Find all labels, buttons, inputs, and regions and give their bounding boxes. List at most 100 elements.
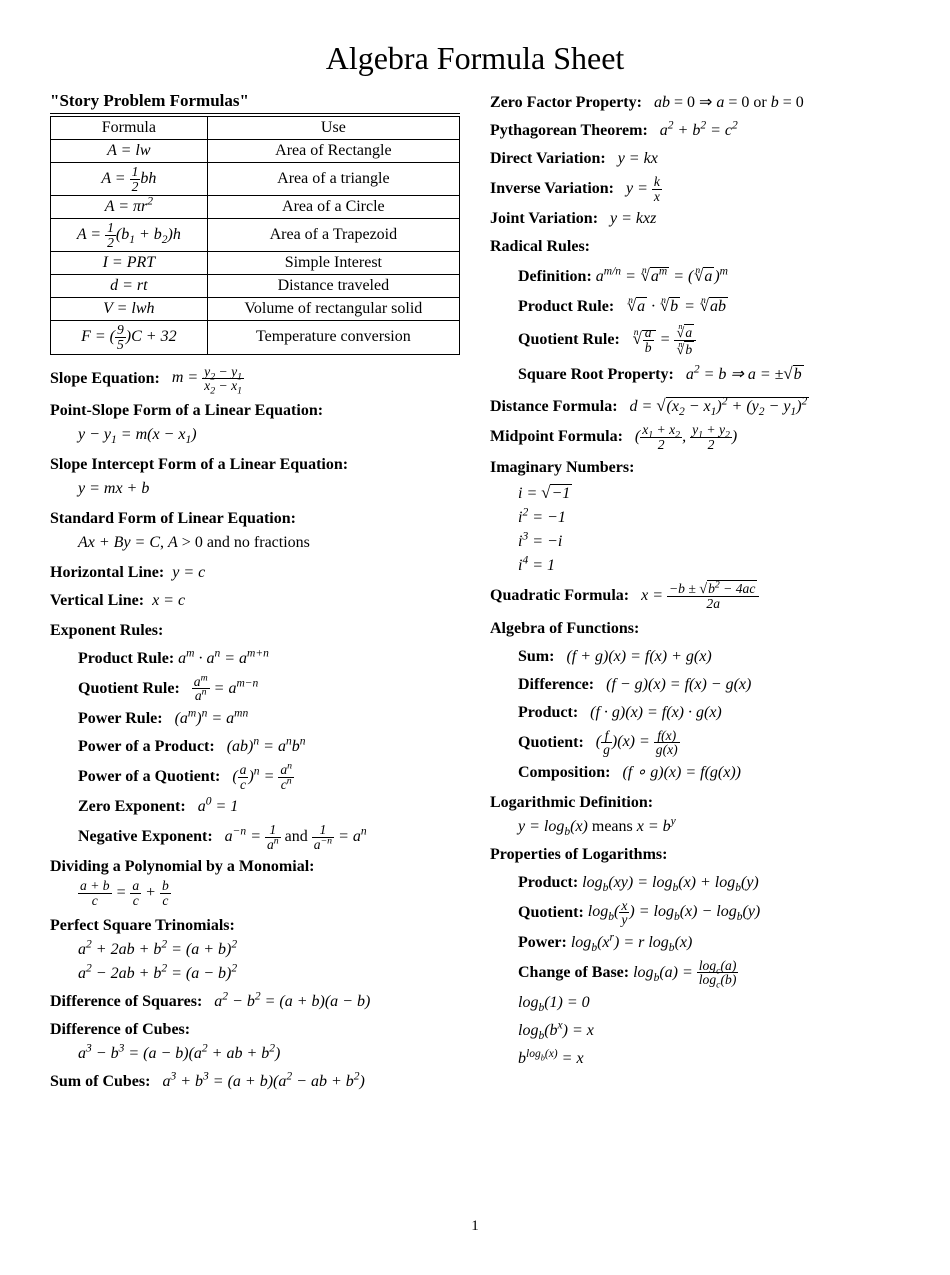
slope-int-formula: y = mx + b <box>78 477 460 501</box>
distance-formula: Distance Formula: d = √(x2 − x1)2 + (y2 … <box>490 393 900 419</box>
log-pow-label: Power: <box>518 934 567 951</box>
exp-quotient-formula: aman = am−n <box>192 680 259 697</box>
slope-intercept: Slope Intercept Form of a Linear Equatio… <box>50 453 460 501</box>
quad-label: Quadratic Formula: <box>490 587 629 604</box>
table-row: d = rtDistance traveled <box>51 275 460 298</box>
table-cell-formula: A = 12(b1 + b2)h <box>51 219 208 252</box>
log-prod-label: Product: <box>518 874 578 891</box>
algebra-of-functions: Algebra of Functions: Sum: (f + g)(x) = … <box>490 617 900 785</box>
zero-factor: Zero Factor Property: ab = 0 ⇒ a = 0 or … <box>490 91 900 115</box>
log-cob-formula: logb(a) = logc(a)logc(b) <box>633 964 738 981</box>
rad-quot-formula: n√ab = n√an√b <box>632 331 696 348</box>
rad-quot-label: Quotient Rule: <box>518 331 620 348</box>
exp-pquot-label: Power of a Quotient: <box>78 768 220 785</box>
exp-pprod-formula: (ab)n = anbn <box>227 738 306 755</box>
slope-eq-label: Slope Equation: <box>50 369 160 386</box>
table-cell-formula: A = 12bh <box>51 163 208 196</box>
af-prod-label: Product: <box>518 704 578 721</box>
table-cell-use: Area of Rectangle <box>207 140 459 163</box>
point-slope: Point-Slope Form of a Linear Equation: y… <box>50 399 460 447</box>
exp-zero-label: Zero Exponent: <box>78 798 186 815</box>
table-cell-formula: A = πr2 <box>51 196 208 219</box>
rad-def-formula: am/n = n√am = (n√a)m <box>596 268 728 285</box>
table-row: F = (95)C + 32Temperature conversion <box>51 321 460 354</box>
direct-variation: Direct Variation: y = kx <box>490 147 900 171</box>
rad-header: Radical Rules: <box>490 235 900 259</box>
dsq-formula: a2 − b2 = (a + b)(a − b) <box>214 993 370 1010</box>
log-definition: Logarithmic Definition: y = logb(x) mean… <box>490 791 900 839</box>
jvar-label: Joint Variation: <box>490 210 598 227</box>
perfect-square-trinomials: Perfect Square Trinomials: a2 + 2ab + b2… <box>50 914 460 986</box>
af-quot-formula: (fg)(x) = f(x)g(x) <box>596 733 680 750</box>
rad-prod-label: Product Rule: <box>518 298 614 315</box>
standard-label: Standard Form of Linear Equation: <box>50 507 460 531</box>
page-title: Algebra Formula Sheet <box>50 40 900 77</box>
div-poly: Dividing a Polynomial by a Monomial: a +… <box>50 855 460 907</box>
quad-formula: x = −b ± √b2 − 4ac2a <box>641 587 759 604</box>
log-properties: Properties of Logarithms: Product: logb(… <box>490 843 900 1071</box>
rad-prod-formula: n√a · n√b = n√ab <box>626 298 728 315</box>
zfp-formula: ab = 0 ⇒ a = 0 or b = 0 <box>654 94 804 111</box>
sum-cubes: Sum of Cubes: a3 + b3 = (a + b)(a2 − ab … <box>50 1070 460 1094</box>
radical-rules: Radical Rules: Definition: am/n = n√am =… <box>490 235 900 387</box>
imag3: i3 = −i <box>518 530 900 554</box>
dvar-label: Direct Variation: <box>490 150 606 167</box>
log-prod-formula: logb(xy) = logb(x) + logb(y) <box>582 874 759 891</box>
table-cell-use: Distance traveled <box>207 275 459 298</box>
rad-def-label: Definition: <box>518 268 592 285</box>
log-id3: blogb(x) = x <box>518 1047 900 1071</box>
vertical-line: Vertical Line: x = c <box>50 589 460 613</box>
diff-cubes: Difference of Cubes: a3 − b3 = (a − b)(a… <box>50 1018 460 1066</box>
exp-neg-formula: a−n = 1an and 1a−n = an <box>225 828 367 845</box>
dvar-formula: y = kx <box>618 150 658 167</box>
exp-zero-formula: a0 = 1 <box>198 798 239 815</box>
imag4: i4 = 1 <box>518 554 900 578</box>
exp-quotient-label: Quotient Rule: <box>78 680 180 697</box>
rad-sqrt-formula: a2 = b ⇒ a = ±√b <box>686 366 804 383</box>
table-cell-use: Area of a triangle <box>207 163 459 196</box>
table-cell-use: Temperature conversion <box>207 321 459 354</box>
table-row: A = πr2Area of a Circle <box>51 196 460 219</box>
right-column: Zero Factor Property: ab = 0 ⇒ a = 0 or … <box>490 87 900 1098</box>
log-def-formula: y = logb(x) means x = by <box>518 815 900 839</box>
pyth-formula: a2 + b2 = c2 <box>660 122 738 139</box>
exp-pprod-label: Power of a Product: <box>78 738 215 755</box>
table-cell-use: Area of a Trapezoid <box>207 219 459 252</box>
af-sum-label: Sum: <box>518 648 554 665</box>
log-pow-formula: logb(xr) = r logb(x) <box>571 934 692 951</box>
table-cell-formula: V = lwh <box>51 298 208 321</box>
vline-label: Vertical Line: <box>50 592 144 609</box>
table-body: A = lwArea of RectangleA = 12bhArea of a… <box>51 140 460 355</box>
log-id2: logb(bx) = x <box>518 1019 900 1043</box>
table-cell-use: Volume of rectangular solid <box>207 298 459 321</box>
af-comp-formula: (f ∘ g)(x) = f(g(x)) <box>622 764 741 781</box>
zfp-label: Zero Factor Property: <box>490 94 642 111</box>
scubes-label: Sum of Cubes: <box>50 1073 150 1090</box>
imag-label: Imaginary Numbers: <box>490 456 900 480</box>
jvar-formula: y = kxz <box>610 210 656 227</box>
slope-int-label: Slope Intercept Form of a Linear Equatio… <box>50 453 460 477</box>
table-row: I = PRTSimple Interest <box>51 252 460 275</box>
log-def-label: Logarithmic Definition: <box>490 791 900 815</box>
slope-equation: Slope Equation: m = y2 − y1x2 − x1 <box>50 365 460 393</box>
ivar-formula: y = kx <box>626 180 662 197</box>
quadratic-formula: Quadratic Formula: x = −b ± √b2 − 4ac2a <box>490 582 900 611</box>
mid-formula: (x1 + x22, y1 + y22) <box>635 428 737 445</box>
slope-eq-formula: m = y2 − y1x2 − x1 <box>172 369 244 386</box>
exp-power-formula: (am)n = amn <box>175 710 249 727</box>
table-cell-formula: d = rt <box>51 275 208 298</box>
af-diff-label: Difference: <box>518 676 594 693</box>
af-quot-label: Quotient: <box>518 733 584 750</box>
imag2: i2 = −1 <box>518 506 900 530</box>
mid-label: Midpoint Formula: <box>490 428 623 445</box>
log-id1: logb(1) = 0 <box>518 991 900 1015</box>
table-row: V = lwhVolume of rectangular solid <box>51 298 460 321</box>
table-cell-use: Area of a Circle <box>207 196 459 219</box>
log-quot-formula: logb(xy) = logb(x) − logb(y) <box>588 903 760 920</box>
scubes-formula: a3 + b3 = (a + b)(a2 − ab + b2) <box>162 1073 364 1090</box>
dsq-label: Difference of Squares: <box>50 993 202 1010</box>
af-header: Algebra of Functions: <box>490 617 900 641</box>
log-cob-label: Change of Base: <box>518 964 629 981</box>
columns: "Story Problem Formulas" Formula Use A =… <box>50 87 900 1098</box>
exp-product-formula: am · an = am+n <box>178 650 269 667</box>
